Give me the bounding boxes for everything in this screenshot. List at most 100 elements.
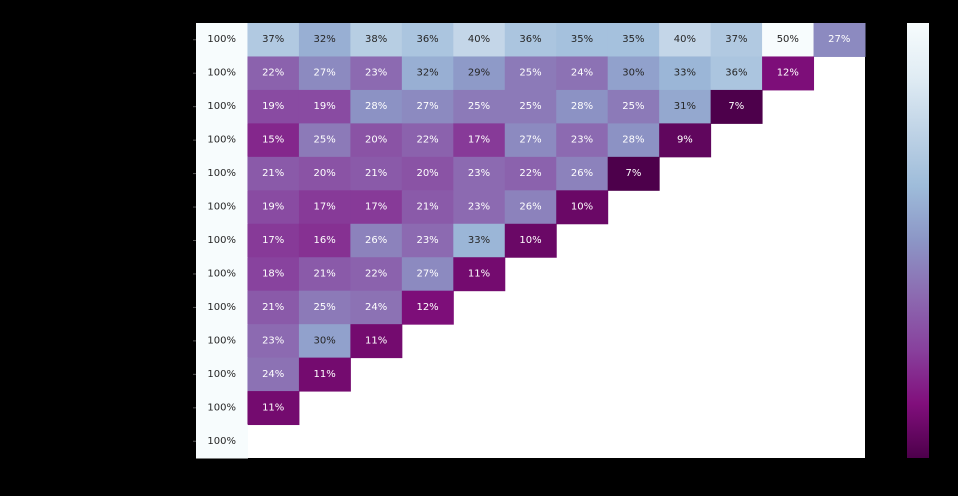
heatmap-cell (762, 56, 815, 91)
heatmap-cell (504, 23, 557, 57)
cell-value-label: 22% (365, 268, 387, 279)
heatmap-cell (196, 357, 248, 392)
cell-value-label: 20% (365, 135, 387, 146)
heatmap-cell (298, 123, 351, 158)
cell-value-label: 28% (571, 101, 593, 112)
cell-value-label: 24% (571, 68, 593, 79)
cell-value-label: 25% (519, 68, 541, 79)
heatmap-cell (813, 23, 866, 57)
cell-value-label: 15% (262, 135, 284, 146)
heatmap-cell (453, 223, 506, 258)
cell-value-label: 100% (207, 101, 236, 112)
heatmap-cell (659, 89, 712, 124)
heatmap-cell (196, 89, 248, 124)
cell-value-label: 35% (622, 34, 644, 45)
heatmap-cell (247, 257, 300, 292)
heatmap-cell (196, 23, 248, 57)
heatmap-cell (196, 56, 248, 91)
heatmap-cell (350, 89, 403, 124)
cell-value-label: 19% (262, 202, 284, 213)
cell-value-label: 26% (519, 202, 541, 213)
heatmap-cell (453, 23, 506, 57)
cell-value-label: 21% (365, 168, 387, 179)
cell-value-label: 27% (416, 101, 438, 112)
cell-value-label: 26% (571, 168, 593, 179)
heatmap-cell (350, 56, 403, 91)
heatmap-cell (453, 257, 506, 292)
cell-value-label: 26% (365, 235, 387, 246)
cell-value-label: 20% (314, 168, 336, 179)
cell-value-label: 9% (677, 135, 693, 146)
cell-value-label: 16% (314, 235, 336, 246)
heatmap-cell (762, 23, 815, 57)
heatmap-cell (401, 190, 454, 225)
heatmap-cell (298, 290, 351, 325)
heatmap-cell (196, 290, 248, 325)
cell-value-label: 100% (207, 268, 236, 279)
cell-value-label: 21% (262, 168, 284, 179)
heatmap-cell (350, 290, 403, 325)
cell-value-label: 27% (519, 135, 541, 146)
heatmap-cell (401, 56, 454, 91)
cell-value-label: 100% (207, 202, 236, 213)
heatmap-cell (453, 190, 506, 225)
heatmap-cell (247, 223, 300, 258)
cell-value-label: 20% (416, 168, 438, 179)
heatmap-cell (196, 123, 248, 158)
cell-value-label: 28% (622, 135, 644, 146)
heatmap-cell (556, 23, 609, 57)
heatmap-cell (659, 123, 712, 158)
heatmap-cell (659, 56, 712, 91)
cell-value-label: 27% (828, 34, 850, 45)
cell-value-label: 22% (416, 135, 438, 146)
heatmap-cell (556, 123, 609, 158)
cell-value-label: 12% (777, 68, 799, 79)
cell-value-label: 36% (416, 34, 438, 45)
heatmap-cell (401, 123, 454, 158)
cell-value-label: 27% (314, 68, 336, 79)
heatmap-cell (556, 56, 609, 91)
cell-value-label: 21% (416, 202, 438, 213)
heatmap-cell (298, 56, 351, 91)
cell-value-label: 38% (365, 34, 387, 45)
heatmap-cell (196, 391, 248, 426)
heatmap-cell (247, 290, 300, 325)
heatmap-cell (401, 223, 454, 258)
cell-value-label: 7% (625, 168, 641, 179)
cell-value-label: 19% (314, 101, 336, 112)
heatmap-cell (504, 89, 557, 124)
heatmap-cell (607, 156, 660, 191)
heatmap-cell (504, 123, 557, 158)
cell-value-label: 100% (207, 302, 236, 313)
heatmap-cell (710, 23, 763, 57)
cell-value-label: 23% (468, 202, 490, 213)
heatmap-cell (401, 290, 454, 325)
heatmap-cell (504, 156, 557, 191)
cell-value-label: 11% (262, 402, 284, 413)
cell-value-label: 11% (365, 335, 387, 346)
y-axis-ticks (193, 39, 196, 442)
heatmap-cell (350, 223, 403, 258)
cell-value-label: 33% (674, 68, 696, 79)
heatmap-cell (504, 190, 557, 225)
cell-value-label: 22% (262, 68, 284, 79)
cell-value-label: 23% (262, 335, 284, 346)
cell-value-label: 17% (468, 135, 490, 146)
cell-value-label: 23% (468, 168, 490, 179)
cell-value-label: 11% (314, 369, 336, 380)
cell-value-label: 50% (777, 34, 799, 45)
cell-value-label: 25% (519, 101, 541, 112)
heatmap-cell (247, 123, 300, 158)
cell-value-label: 18% (262, 268, 284, 279)
cell-value-label: 37% (725, 34, 747, 45)
heatmap-cell (710, 56, 763, 91)
heatmap-cell (247, 391, 300, 426)
heatmap-cell (298, 223, 351, 258)
heatmap-cell (247, 156, 300, 191)
cell-value-label: 12% (416, 302, 438, 313)
heatmap-cell (298, 257, 351, 292)
cell-value-label: 17% (314, 202, 336, 213)
cell-value-label: 30% (314, 335, 336, 346)
heatmap-cell (350, 23, 403, 57)
heatmap-cell (556, 190, 609, 225)
